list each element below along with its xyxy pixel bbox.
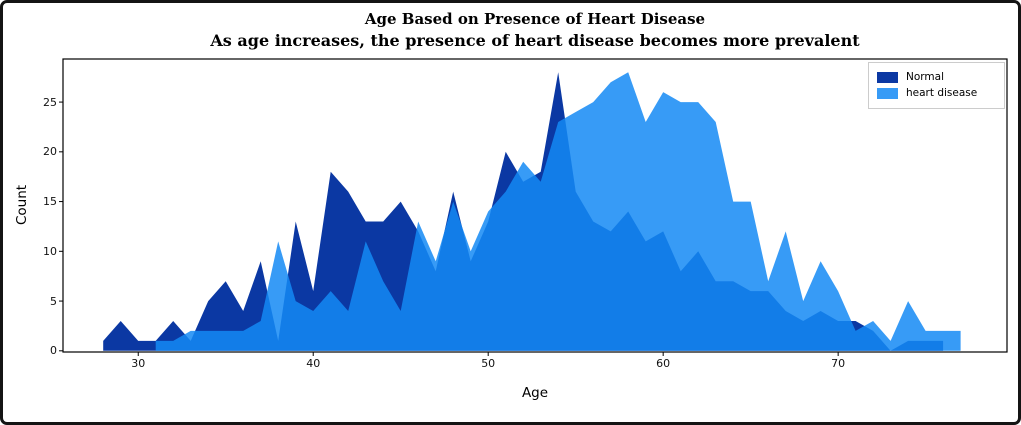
y-tick-label-10: 10 — [43, 244, 57, 258]
x-tick-label-60: 60 — [656, 357, 671, 370]
x-tick-label-50: 50 — [481, 357, 496, 370]
legend-entry-heart-disease: heart disease — [877, 86, 996, 101]
x-tick-label-70: 70 — [831, 357, 846, 370]
x-axis-label: Age — [521, 385, 549, 401]
legend: Normal heart disease — [868, 62, 1005, 109]
y-tick-label-0: 0 — [50, 344, 57, 358]
y-tick-label-25: 25 — [43, 95, 57, 109]
legend-swatch-normal — [877, 72, 898, 83]
y-tick-label-15: 15 — [43, 195, 57, 209]
area-series-heart-disease — [155, 72, 961, 351]
x-tick-label-40: 40 — [306, 357, 321, 370]
x-tick-label-30: 30 — [131, 357, 146, 370]
legend-label-heart-disease: heart disease — [906, 87, 978, 99]
legend-label-normal: Normal — [906, 71, 944, 83]
chart-title: Age Based on Presence of Heart Disease A… — [63, 9, 1007, 51]
legend-swatch-heart-disease — [877, 88, 898, 99]
chart-title-line1: Age Based on Presence of Heart Disease — [364, 10, 706, 28]
chart-title-line2: As age increases, the presence of heart … — [210, 31, 860, 50]
y-tick-label-20: 20 — [43, 145, 57, 159]
legend-entry-normal: Normal — [877, 70, 996, 85]
y-tick-label-5: 5 — [50, 294, 57, 308]
